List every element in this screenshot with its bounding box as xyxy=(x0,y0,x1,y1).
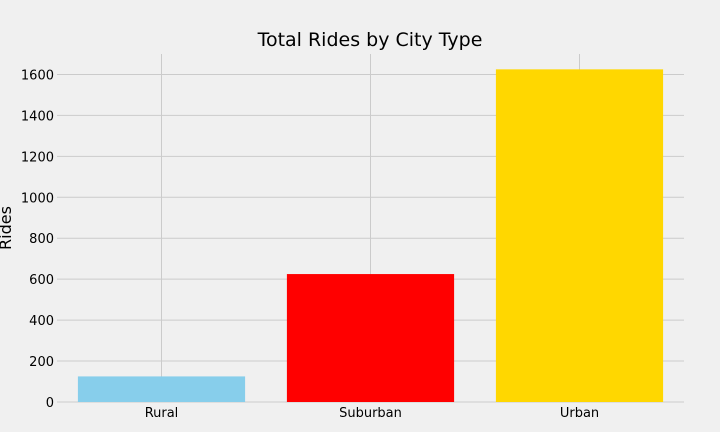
x-tick-label: Rural xyxy=(145,406,179,421)
bar-urban xyxy=(495,69,664,403)
bar-suburban xyxy=(286,274,455,402)
bar-rural xyxy=(77,376,246,402)
y-tick-labels: 0 200 400 600 800 1000 1200 1400 1600 xyxy=(21,68,54,411)
x-tick-labels: Rural Suburban Urban xyxy=(145,406,599,421)
x-tick-label: Suburban xyxy=(339,406,402,421)
y-tick-label: 0 xyxy=(46,396,54,411)
y-tick-label: 200 xyxy=(29,355,54,370)
bar-layer xyxy=(77,69,664,403)
y-tick-label: 1200 xyxy=(21,150,54,165)
y-tick-label: 600 xyxy=(29,273,54,288)
y-tick-label: 1000 xyxy=(21,191,54,206)
y-tick-label: 1400 xyxy=(21,109,54,124)
y-axis-label: Rides xyxy=(0,206,15,250)
y-tick-label: 400 xyxy=(29,314,54,329)
x-tick-label: Urban xyxy=(560,406,599,421)
y-tick-label: 1600 xyxy=(21,68,54,83)
chart-title: Total Rides by City Type xyxy=(257,29,483,51)
y-tick-label: 800 xyxy=(29,232,54,247)
